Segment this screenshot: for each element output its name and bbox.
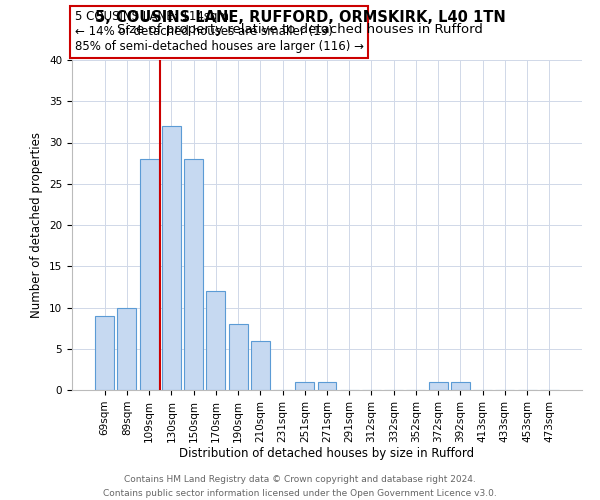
Bar	[184, 159, 203, 390]
Y-axis label: Number of detached properties: Number of detached properties	[31, 132, 43, 318]
Bar	[317, 382, 337, 390]
Text: 5, COUSINS LANE, RUFFORD, ORMSKIRK, L40 1TN: 5, COUSINS LANE, RUFFORD, ORMSKIRK, L40 …	[95, 10, 505, 25]
Bar	[162, 126, 181, 390]
Bar	[140, 159, 158, 390]
Text: 5 COUSINS LANE: 114sqm
← 14% of detached houses are smaller (19)
85% of semi-det: 5 COUSINS LANE: 114sqm ← 14% of detached…	[74, 10, 364, 54]
Bar	[206, 291, 225, 390]
Bar	[118, 308, 136, 390]
Bar	[295, 382, 314, 390]
Bar	[229, 324, 248, 390]
X-axis label: Distribution of detached houses by size in Rufford: Distribution of detached houses by size …	[179, 448, 475, 460]
Text: Size of property relative to detached houses in Rufford: Size of property relative to detached ho…	[117, 22, 483, 36]
Bar	[95, 316, 114, 390]
Bar	[451, 382, 470, 390]
Text: Contains HM Land Registry data © Crown copyright and database right 2024.
Contai: Contains HM Land Registry data © Crown c…	[103, 476, 497, 498]
Bar	[251, 340, 270, 390]
Bar	[429, 382, 448, 390]
